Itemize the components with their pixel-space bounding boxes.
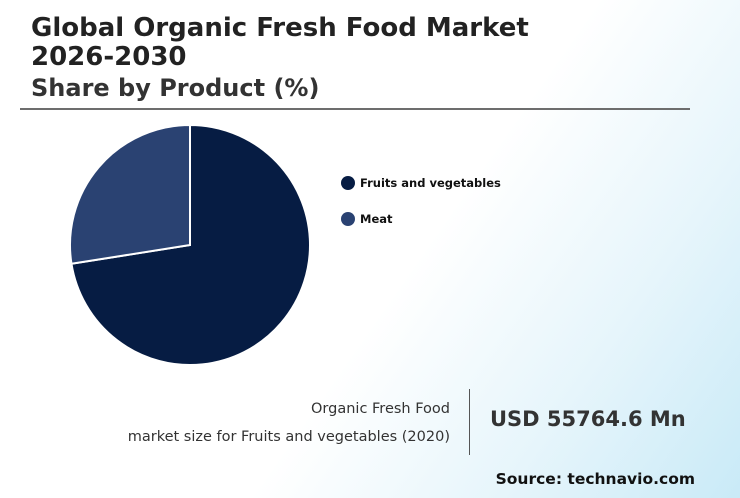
title-divider — [20, 108, 690, 110]
market-size-label-line2: market size for Fruits and vegetables (2… — [127, 429, 450, 445]
legend-label-meat: Meat — [360, 212, 393, 226]
pie-slices — [69, 123, 311, 366]
source-credit: Source: technavio.com — [495, 470, 695, 488]
chart-title: Global Organic Fresh Food Market 2026-20… — [31, 13, 529, 72]
market-size-value: USD 55764.6 Mn — [490, 407, 686, 431]
legend-label-fruits-and-vegetables: Fruits and vegetables — [360, 176, 501, 190]
stat-divider — [469, 389, 470, 455]
legend-swatch-meat — [341, 212, 355, 226]
chart-subtitle: Share by Product (%) — [31, 74, 320, 102]
market-size-label-line1: Organic Fresh Food — [311, 401, 450, 417]
legend-swatch-fruits-and-vegetables — [341, 176, 355, 190]
pie-slice-meat — [69, 123, 191, 265]
